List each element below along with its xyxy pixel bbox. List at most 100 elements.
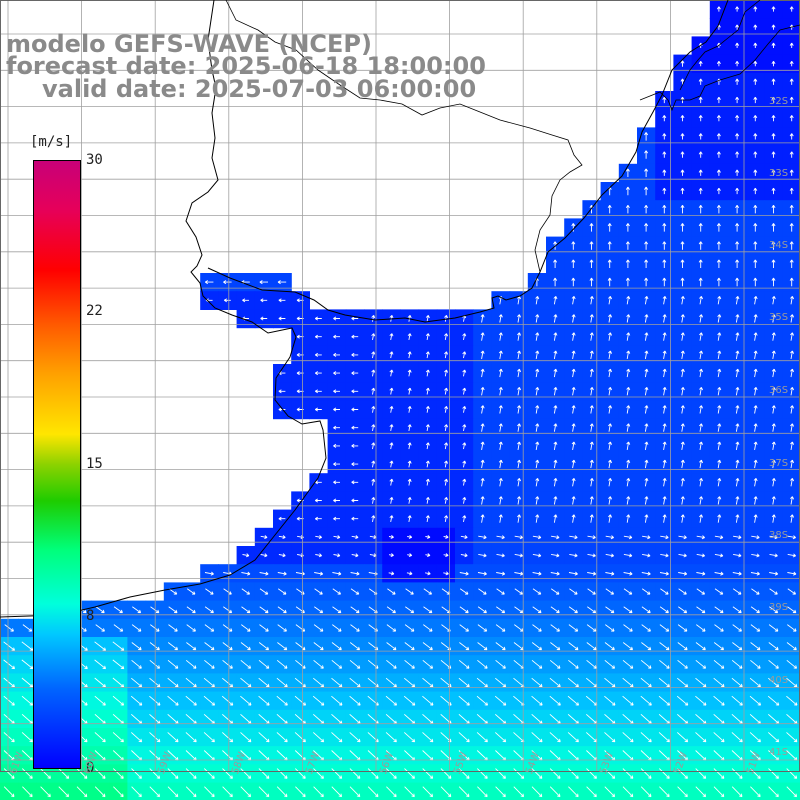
wind-arrow <box>678 535 687 540</box>
wind-arrow <box>333 462 340 467</box>
wind-arrow <box>462 333 467 340</box>
wind-arrow <box>204 280 214 285</box>
wind-arrow <box>608 314 613 323</box>
wind-arrow <box>644 423 649 432</box>
wind-arrow <box>351 516 359 521</box>
wind-arrow <box>608 459 613 469</box>
wind-speed-cell <box>782 618 800 638</box>
wind-speed-cell <box>782 764 800 784</box>
wind-arrow <box>517 477 522 487</box>
wind-arrow <box>771 115 776 122</box>
wind-arrow <box>717 350 722 359</box>
wind-arrow <box>314 588 323 595</box>
wind-speed-cell <box>400 782 420 800</box>
wind-arrow <box>149 732 161 743</box>
wind-arrow <box>604 695 616 706</box>
wind-arrow <box>389 387 394 395</box>
wind-arrow <box>444 314 449 322</box>
wind-arrow <box>626 405 631 414</box>
wind-arrow <box>259 571 269 576</box>
wind-arrow <box>532 624 542 632</box>
wind-arrow <box>387 588 396 595</box>
wind-arrow <box>150 624 160 632</box>
wind-arrow <box>462 405 467 413</box>
wind-arrow <box>680 133 685 140</box>
wind-arrow <box>735 223 740 232</box>
wind-arrow <box>714 571 724 576</box>
wind-arrow <box>623 588 633 595</box>
wind-arrow <box>549 768 561 779</box>
wind-arrow <box>277 606 287 614</box>
wind-arrow <box>553 386 558 396</box>
wind-arrow <box>294 768 306 779</box>
wind-arrow <box>623 624 633 632</box>
wind-arrow <box>389 351 394 359</box>
wind-arrow <box>205 588 214 595</box>
wind-arrow <box>753 187 758 195</box>
wind-arrow <box>514 535 524 540</box>
wind-arrow <box>549 732 561 743</box>
wind-arrow <box>532 553 542 558</box>
wind-arrow <box>786 768 798 779</box>
wind-arrow <box>735 24 740 30</box>
wind-arrow <box>332 624 342 632</box>
wind-arrow <box>517 386 522 396</box>
wind-arrow <box>423 624 433 632</box>
wind-arrow <box>589 350 594 359</box>
wind-arrow <box>21 768 33 779</box>
wind-arrow <box>480 496 485 505</box>
wind-arrow <box>480 405 485 414</box>
wind-arrow <box>789 115 794 122</box>
wind-arrow <box>389 333 394 340</box>
wind-arrow <box>260 298 268 303</box>
wind-arrow <box>695 786 707 798</box>
wind-speed-cell <box>254 782 274 800</box>
wind-arrow <box>94 659 107 670</box>
wind-speed-cell <box>491 782 511 800</box>
wind-arrow <box>699 514 704 523</box>
wind-arrow <box>553 496 558 505</box>
wind-arrow <box>535 514 540 523</box>
wind-arrow <box>644 332 649 341</box>
wind-arrow <box>696 588 706 595</box>
wind-arrow <box>659 624 670 632</box>
wind-arrow <box>589 386 594 396</box>
wind-arrow <box>462 369 467 377</box>
wind-arrow <box>444 351 449 359</box>
wind-arrow <box>40 786 51 798</box>
wind-arrow <box>222 659 233 669</box>
wind-arrow <box>131 624 142 632</box>
wind-arrow <box>641 571 651 576</box>
wind-arrow <box>753 78 758 85</box>
wind-arrow <box>768 624 779 632</box>
wind-arrow <box>735 332 740 341</box>
wind-arrow <box>735 441 740 450</box>
wind-arrow <box>222 642 233 651</box>
wind-arrow <box>404 677 416 688</box>
wind-arrow <box>750 571 760 576</box>
wind-arrow <box>553 295 558 305</box>
wind-arrow <box>149 659 161 669</box>
wind-arrow <box>185 786 197 798</box>
wind-arrow <box>278 516 286 521</box>
wind-arrow <box>696 535 706 540</box>
wind-arrow <box>277 280 287 285</box>
wind-arrow <box>495 786 506 798</box>
wind-arrow <box>314 571 324 576</box>
wind-arrow <box>550 571 560 576</box>
wind-arrow <box>605 553 615 558</box>
wind-arrow <box>422 659 434 669</box>
wind-arrow <box>589 314 594 323</box>
wind-arrow <box>332 588 342 595</box>
wind-arrow <box>753 42 758 48</box>
wind-arrow <box>514 553 524 558</box>
wind-arrow <box>223 280 232 285</box>
wind-speed-cell <box>436 782 456 800</box>
wind-arrow <box>495 768 506 779</box>
wind-arrow <box>662 151 667 158</box>
wind-arrow <box>790 350 795 359</box>
lat-label: 38S <box>769 530 789 541</box>
wind-arrow <box>662 169 667 176</box>
wind-arrow <box>698 133 703 140</box>
wind-arrow <box>626 386 631 396</box>
